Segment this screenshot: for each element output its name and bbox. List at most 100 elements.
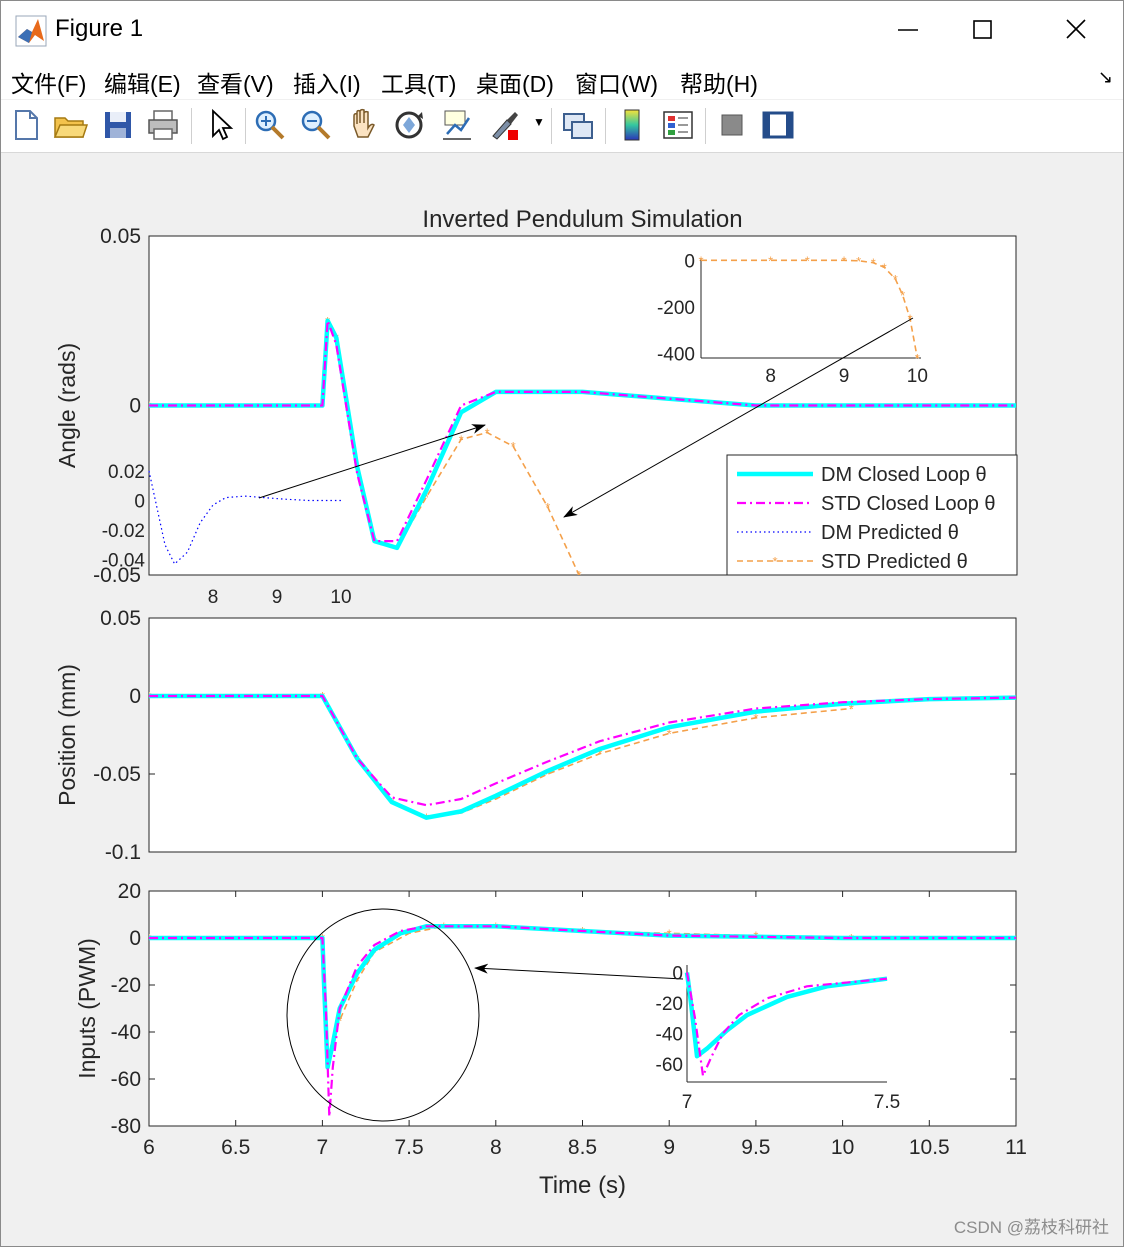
- menu-help[interactable]: 帮助(H): [680, 71, 758, 97]
- save-icon[interactable]: [99, 106, 137, 144]
- series-marker: *: [893, 272, 898, 287]
- close-icon[interactable]: [1053, 9, 1099, 51]
- zoom-out-icon[interactable]: [297, 106, 335, 144]
- series-marker: *: [915, 351, 920, 366]
- inset-x-tick-label: 8: [208, 587, 219, 608]
- series-marker: *: [511, 439, 516, 454]
- x-tick-label: 10.5: [909, 1136, 950, 1159]
- chart-title: Inverted Pendulum Simulation: [422, 206, 742, 233]
- y-tick-label: 0: [129, 395, 141, 418]
- inset-y-tick-label: 0: [684, 251, 695, 272]
- menu-edit[interactable]: 编辑(E): [104, 71, 181, 97]
- link-plot-icon[interactable]: [559, 106, 597, 144]
- series-marker: *: [545, 767, 550, 782]
- y-tick-label: 0: [129, 927, 141, 950]
- series-marker: *: [667, 726, 672, 741]
- y-tick-label: -60: [111, 1068, 141, 1091]
- x-tick-label: 6.5: [221, 1136, 250, 1159]
- y-tick-label: 0.05: [100, 607, 141, 630]
- menu-desktop[interactable]: 桌面(D): [476, 71, 554, 97]
- watermark: CSDN @荔枝科研社: [953, 1218, 1109, 1237]
- legend-label: STD Predicted θ: [821, 551, 968, 573]
- rotate-3d-icon[interactable]: [390, 106, 428, 144]
- series-marker: *: [355, 973, 360, 988]
- maximize-icon[interactable]: [959, 9, 1005, 51]
- window-title: Figure 1: [55, 15, 144, 42]
- menu-view[interactable]: 查看(V): [197, 71, 274, 97]
- inset-y-tick-label: -20: [656, 994, 683, 1015]
- series-marker: *: [545, 500, 550, 515]
- series-marker: *: [407, 926, 412, 941]
- inset-y-tick-label: 0.02: [108, 462, 145, 483]
- annotation-arrow: [258, 424, 486, 499]
- x-tick-label: 7.5: [394, 1136, 423, 1159]
- brush-icon[interactable]: [485, 106, 523, 144]
- menu-dock-arrow-icon[interactable]: ↘: [1097, 67, 1113, 87]
- annotation-circle: [286, 908, 480, 1122]
- series-line-1: [149, 319, 1016, 543]
- series-marker: *: [493, 792, 498, 807]
- series-marker: *: [485, 426, 490, 441]
- series-marker: *: [841, 253, 846, 268]
- series-line-inset: [701, 259, 919, 359]
- annotation-arrow: [563, 317, 914, 518]
- legend-icon[interactable]: [659, 106, 697, 144]
- inset-y-tick-label: -200: [657, 298, 695, 319]
- inset-x-tick-label: 8: [765, 366, 776, 387]
- position-axes: [148, 617, 1017, 853]
- open-file-icon[interactable]: [51, 106, 89, 144]
- series-marker: *: [577, 568, 582, 583]
- hide-plot-tools-icon[interactable]: [713, 106, 751, 144]
- legend-label: DM Predicted θ: [821, 522, 959, 544]
- inset-x-tick-label: 9: [839, 366, 850, 387]
- y-tick-label: -80: [111, 1115, 141, 1138]
- y-tick-label: -0.05: [93, 564, 141, 587]
- toolbar: ▼: [1, 100, 1123, 153]
- series-marker: *: [424, 490, 429, 505]
- series-marker: *: [805, 253, 810, 268]
- inset-x-tick-label: 7.5: [874, 1092, 900, 1113]
- annotation-arrow: [474, 963, 684, 980]
- minimize-icon[interactable]: [885, 9, 931, 51]
- x-tick-label: 11: [1005, 1136, 1027, 1159]
- inset-x-tick-label: 10: [907, 366, 928, 387]
- inset-y-tick-label: 0: [134, 492, 145, 513]
- x-tick-label: 9.5: [741, 1136, 770, 1159]
- inset-x-tick-label: 10: [330, 587, 351, 608]
- series-marker: *: [900, 288, 905, 303]
- data-cursor-icon[interactable]: [437, 106, 475, 144]
- series-marker: *: [849, 701, 854, 716]
- series-line-1: [149, 925, 1016, 1118]
- menu-insert[interactable]: 插入(I): [293, 71, 361, 97]
- y-axis-label: Inputs (PWM): [74, 938, 100, 1079]
- pointer-icon[interactable]: [201, 106, 239, 144]
- menu-bar: 文件(F) 编辑(E) 查看(V) 插入(I) 工具(T) 桌面(D) 窗口(W…: [1, 59, 1123, 99]
- y-tick-label: -0.05: [93, 763, 141, 786]
- menu-tools[interactable]: 工具(T): [381, 71, 457, 97]
- show-plot-tools-icon[interactable]: [759, 106, 797, 144]
- new-figure-icon[interactable]: [7, 106, 45, 144]
- colorbar-icon[interactable]: [613, 106, 651, 144]
- inset-y-tick-label: -40: [656, 1024, 683, 1045]
- legend-label: STD Closed Loop θ: [821, 493, 996, 515]
- matlab-logo-icon: [15, 15, 47, 47]
- inset-y-tick-label: -0.04: [102, 551, 146, 572]
- inset-y-tick-label: 0: [672, 964, 683, 985]
- series-marker: *: [698, 253, 703, 268]
- y-tick-label: -20: [111, 974, 141, 997]
- x-axis-label: Time (s): [539, 1172, 626, 1199]
- y-axis-label: Position (mm): [54, 664, 80, 806]
- series-marker: *: [597, 747, 602, 762]
- series-marker: *: [907, 311, 912, 326]
- inset-y-tick-label: -0.02: [102, 521, 145, 542]
- menu-window[interactable]: 窗口(W): [575, 71, 659, 97]
- x-tick-label: 7: [317, 1136, 329, 1159]
- menu-file[interactable]: 文件(F): [11, 71, 87, 97]
- zoom-in-icon[interactable]: [251, 106, 289, 144]
- brush-dropdown-icon[interactable]: ▼: [533, 115, 545, 129]
- inset-x-tick-label: 9: [272, 587, 283, 608]
- plot-canvas: Inverted Pendulum Simulation 0.05 0 -0.05 An…: [54, 206, 1027, 1199]
- pan-hand-icon[interactable]: [344, 106, 382, 144]
- print-icon[interactable]: [144, 106, 182, 144]
- legend-marker: *: [772, 554, 777, 569]
